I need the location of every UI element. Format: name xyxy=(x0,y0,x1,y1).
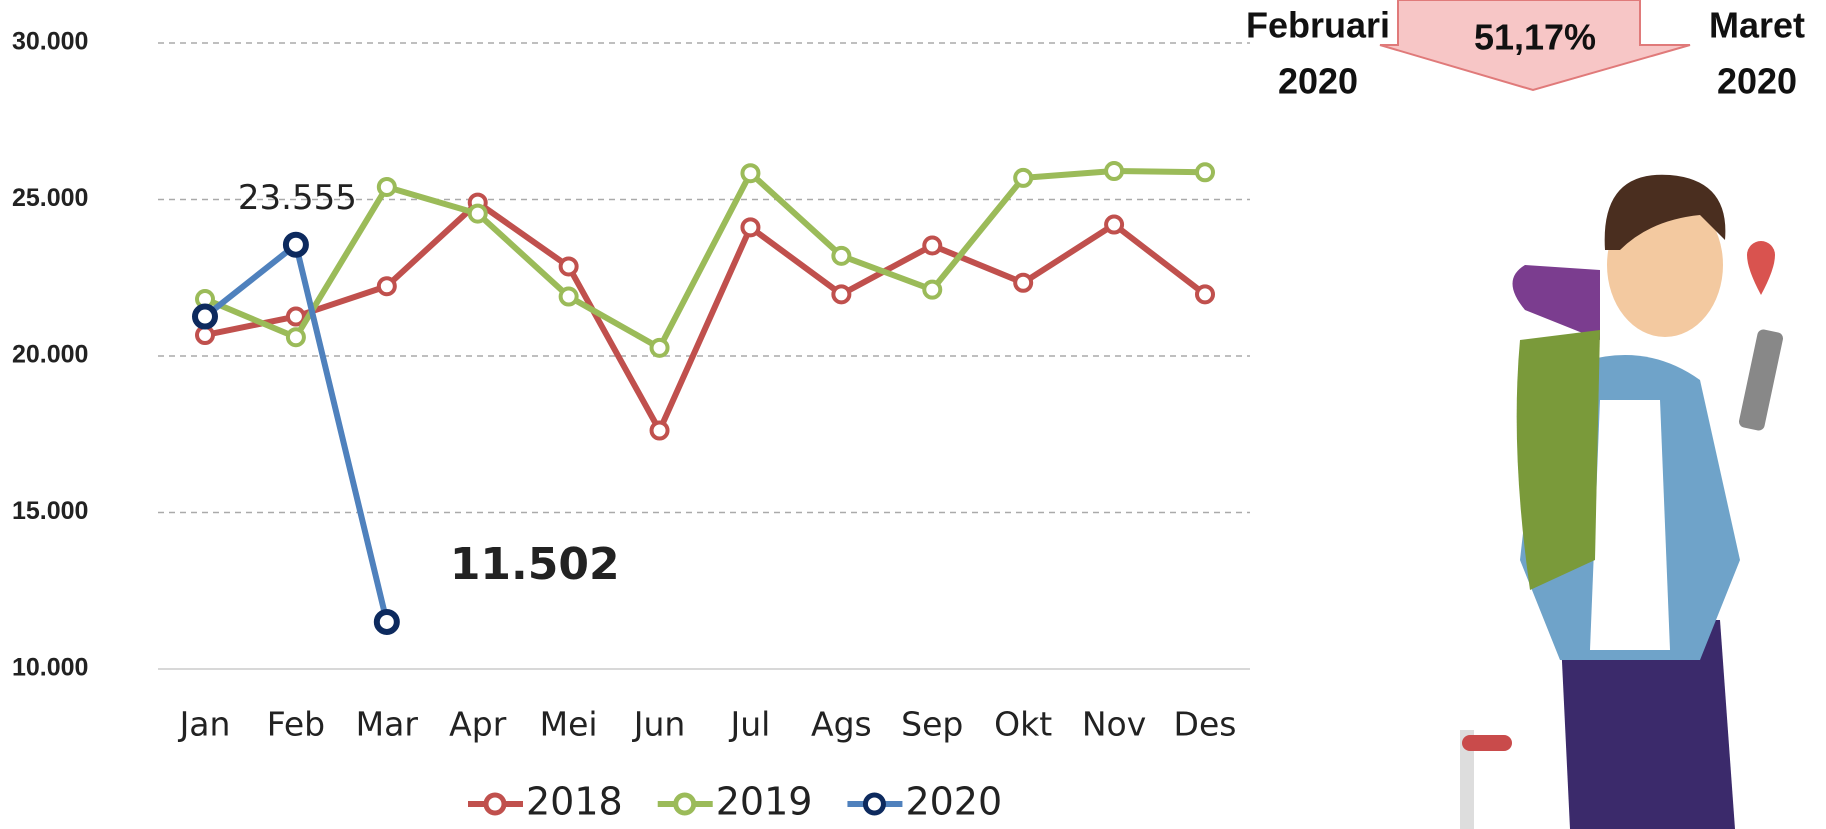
point xyxy=(831,245,852,266)
point xyxy=(376,276,397,297)
legend-label: 2018 xyxy=(526,780,623,824)
series-line xyxy=(203,241,390,623)
x-tick-label: Jan xyxy=(178,705,231,744)
series-line xyxy=(203,168,1206,351)
y-tick-label: 25.000 xyxy=(12,184,88,212)
annotation-from: 2020 xyxy=(1278,61,1358,102)
x-tick-label: Okt xyxy=(994,705,1052,744)
point xyxy=(285,327,306,348)
point xyxy=(1195,162,1215,183)
point xyxy=(285,306,306,327)
point xyxy=(192,303,218,330)
y-tick-label: 10.000 xyxy=(12,654,88,682)
x-tick-label: Sep xyxy=(901,705,963,744)
decrease-arrow xyxy=(1379,0,1691,92)
point xyxy=(282,231,309,258)
x-tick-label: Des xyxy=(1174,705,1237,744)
data-label: 23.555 xyxy=(238,178,357,218)
annotation-to: 2020 xyxy=(1717,61,1797,102)
annotation-change: 51,17% xyxy=(1474,17,1596,58)
x-tick-label: Feb xyxy=(267,705,325,744)
point xyxy=(376,176,397,197)
x-tick-label: Nov xyxy=(1082,705,1146,744)
point xyxy=(1195,284,1215,305)
annotation-to: Maret xyxy=(1709,5,1805,46)
y-tick-label: 30.000 xyxy=(12,28,88,56)
point xyxy=(649,337,670,358)
point xyxy=(1104,161,1125,182)
traveler-illustration xyxy=(1460,174,1783,829)
point xyxy=(467,203,488,224)
x-tick-label: Apr xyxy=(449,705,507,744)
y-tick-label: 20.000 xyxy=(12,341,88,369)
point xyxy=(1104,214,1125,235)
x-tick-label: Jul xyxy=(729,705,771,744)
legend-label: 2019 xyxy=(716,780,813,824)
point xyxy=(922,279,943,300)
x-tick-label: Mei xyxy=(540,705,598,744)
legend-marker xyxy=(673,792,697,816)
point xyxy=(373,608,400,635)
point xyxy=(558,286,579,307)
point xyxy=(1013,167,1034,188)
data-label: 11.502 xyxy=(450,539,620,590)
point xyxy=(831,284,852,305)
series-line xyxy=(204,199,1207,434)
legend-marker xyxy=(483,792,507,816)
point xyxy=(740,217,761,238)
point xyxy=(558,256,579,277)
point xyxy=(649,420,670,441)
y-tick-label: 15.000 xyxy=(12,497,88,525)
annotation-from: Februari xyxy=(1246,5,1390,46)
point xyxy=(740,163,761,184)
point xyxy=(1013,272,1034,293)
point xyxy=(922,235,943,256)
legend-label: 2020 xyxy=(905,780,1002,824)
x-tick-label: Ags xyxy=(811,705,872,744)
x-tick-label: Jun xyxy=(632,705,686,744)
legend-marker xyxy=(862,792,886,816)
x-tick-label: Mar xyxy=(356,705,419,744)
